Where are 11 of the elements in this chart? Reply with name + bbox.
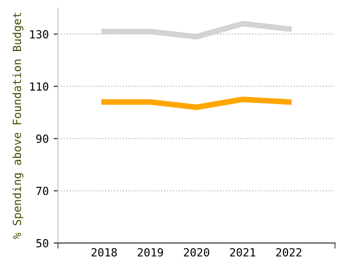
y-tick-label: 130 — [30, 30, 48, 39]
y-tick-label: 70 — [36, 186, 48, 196]
x-tick-label: 2019 — [138, 248, 163, 257]
y-axis-title: % Spending above Foundation Budget — [12, 12, 24, 240]
y-tick-label: 110 — [30, 82, 48, 91]
x-tick-label: 2020 — [184, 248, 210, 257]
x-tick-label: 2021 — [230, 248, 256, 257]
x-tick-label: 2018 — [92, 248, 117, 257]
y-tick-label: 50 — [36, 239, 48, 248]
y-tick-label: 90 — [36, 134, 48, 143]
x-tick-label: 2022 — [276, 248, 302, 257]
